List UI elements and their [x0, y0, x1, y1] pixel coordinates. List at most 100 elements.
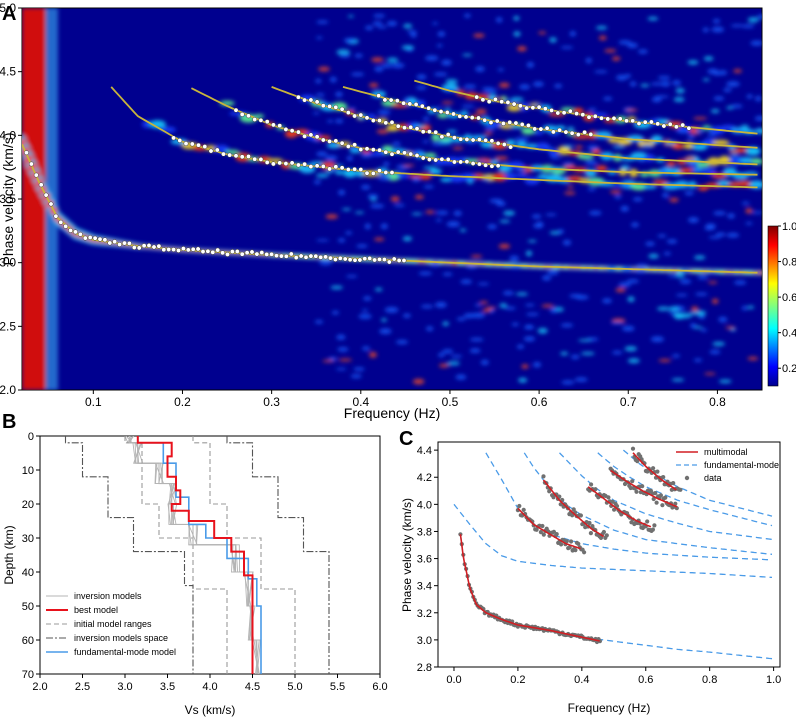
x-tick-label: 2.0	[32, 681, 47, 693]
energy-noise	[636, 264, 649, 268]
picked-point	[433, 129, 439, 135]
energy-noise	[560, 323, 574, 328]
fundamental-mode-curve-4	[559, 452, 773, 541]
energy-noise	[523, 336, 536, 342]
energy-noise	[364, 223, 371, 230]
x-tick-label: 0.8	[702, 674, 717, 686]
energy-noise	[345, 275, 358, 278]
data-point	[551, 529, 557, 534]
energy-noise	[463, 84, 477, 89]
picked-point	[432, 107, 438, 113]
energy-noise	[423, 166, 437, 170]
legend-label: fundamental-mode model	[74, 647, 176, 657]
multimodal-curve-2	[542, 479, 605, 538]
series-inversion-models-space	[226, 436, 330, 674]
energy-noise	[360, 153, 372, 158]
data-point	[540, 523, 545, 529]
picked-point	[377, 256, 382, 262]
picked-point	[234, 249, 240, 254]
x-tick-label: 0.4	[574, 674, 589, 686]
energy-noise	[733, 69, 742, 73]
picked-point	[277, 160, 283, 166]
picked-point	[567, 108, 573, 114]
energy-noise	[718, 70, 728, 76]
picked-point	[48, 201, 54, 207]
energy-noise	[675, 88, 685, 94]
picked-point	[313, 253, 319, 259]
picked-point	[107, 240, 113, 246]
picked-point	[377, 168, 382, 174]
energy-noise	[350, 72, 365, 77]
picked-point	[314, 163, 320, 169]
energy-noise	[513, 15, 520, 21]
picked-point	[239, 251, 245, 257]
energy-noise	[370, 203, 385, 209]
legend-label: data	[704, 473, 722, 483]
energy-noise	[422, 116, 430, 121]
picked-point	[458, 136, 464, 142]
energy-noise	[524, 303, 535, 307]
picked-point	[141, 243, 147, 249]
energy-noise	[315, 36, 323, 40]
picked-point	[337, 255, 343, 261]
energy-noise	[618, 40, 632, 45]
y-tick-label: 4.0	[0, 128, 16, 142]
picked-point	[370, 170, 376, 176]
picked-point	[420, 155, 426, 161]
picked-point	[112, 239, 118, 245]
energy-noise	[486, 306, 496, 310]
energy-noise	[662, 192, 669, 198]
energy-noise	[718, 379, 732, 384]
energy-noise	[745, 208, 753, 214]
energy-noise	[475, 66, 485, 72]
energy-noise	[562, 239, 572, 246]
energy-noise	[420, 304, 434, 309]
energy-noise	[684, 191, 694, 196]
data-point	[671, 481, 676, 486]
picked-point	[233, 153, 239, 159]
picked-point	[458, 159, 464, 165]
energy-noise	[751, 211, 762, 214]
energy-noise	[697, 275, 709, 280]
picked-point	[536, 104, 542, 110]
picked-point	[370, 118, 376, 123]
picked-point	[630, 118, 636, 124]
picked-point	[402, 150, 407, 156]
picked-point	[327, 138, 333, 144]
picked-point	[252, 156, 258, 162]
picked-point	[289, 128, 295, 134]
picked-point	[513, 120, 519, 126]
energy-noise	[566, 126, 575, 131]
energy-noise	[526, 61, 535, 68]
y-tick-label: 3.4	[417, 581, 432, 593]
energy-higher-mode	[595, 165, 608, 172]
picked-point	[308, 164, 314, 170]
energy-noise	[668, 312, 677, 315]
picked-point	[244, 250, 250, 256]
picked-point	[333, 104, 339, 110]
picked-point	[382, 97, 388, 103]
picked-point	[489, 138, 495, 144]
energy-noise	[348, 107, 356, 110]
picked-point	[426, 157, 432, 162]
energy-noise	[669, 197, 679, 203]
energy-noise	[742, 24, 755, 29]
panel-a-letter: A	[2, 3, 16, 25]
y-tick-label: 2.5	[0, 319, 16, 333]
picked-point	[367, 255, 373, 261]
energy-noise	[731, 181, 742, 187]
picked-point	[327, 103, 333, 109]
energy-noise	[712, 341, 726, 346]
energy-noise	[450, 354, 463, 358]
picked-point	[386, 259, 392, 265]
panel-b-ylabel: Depth (km)	[2, 525, 16, 584]
picked-point	[482, 117, 488, 123]
data-point	[589, 482, 594, 487]
energy-noise	[611, 56, 621, 61]
energy-noise	[439, 363, 449, 368]
data-point	[678, 487, 683, 492]
picked-point	[278, 253, 284, 259]
picked-point	[364, 170, 370, 176]
picked-point	[308, 97, 314, 103]
energy-noise	[702, 27, 709, 33]
